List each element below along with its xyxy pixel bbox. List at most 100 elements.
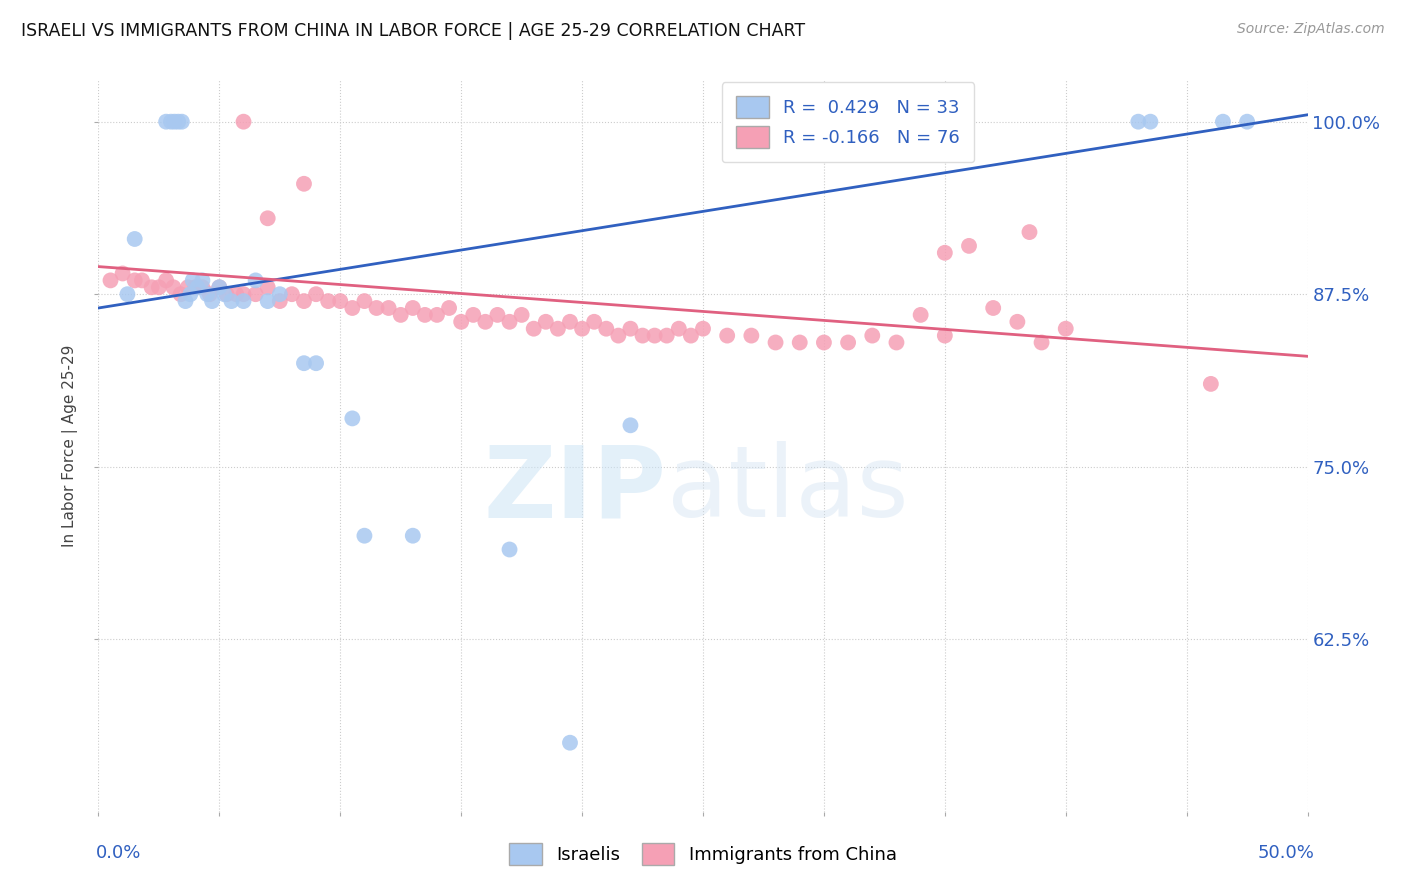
Text: atlas: atlas [666,442,908,539]
Point [305,356,328,370]
Point [292,177,315,191]
Point [163,114,186,128]
Point [1018,225,1040,239]
Point [1139,114,1161,128]
Point [523,321,546,335]
Point [619,418,641,433]
Point [558,736,581,750]
Point [377,301,399,315]
Point [402,301,425,315]
Point [765,335,787,350]
Text: Source: ZipAtlas.com: Source: ZipAtlas.com [1237,22,1385,37]
Point [957,239,980,253]
Point [191,273,214,287]
Point [245,273,267,287]
Text: 0.0%: 0.0% [96,844,141,862]
Point [232,287,254,301]
Point [117,287,139,301]
Point [269,294,291,309]
Point [100,273,122,287]
Point [402,529,425,543]
Point [437,301,460,315]
Point [316,294,339,309]
Point [486,308,509,322]
Point [201,294,224,309]
Point [245,287,267,301]
Point [174,294,197,309]
Point [1212,114,1234,128]
Point [169,287,191,301]
Point [124,273,146,287]
Y-axis label: In Labor Force | Age 25-29: In Labor Force | Age 25-29 [62,345,79,547]
Point [167,114,190,128]
Point [740,328,762,343]
Point [571,321,593,335]
Point [860,328,883,343]
Point [668,321,690,335]
Point [644,328,666,343]
Point [232,114,254,128]
Point [292,294,315,309]
Point [232,294,254,309]
Point [450,315,472,329]
Point [910,308,932,322]
Legend: Israelis, Immigrants from China: Israelis, Immigrants from China [502,836,904,872]
Point [155,273,177,287]
Point [170,114,193,128]
Point [534,315,557,329]
Point [177,280,200,294]
Point [281,287,304,301]
Point [179,287,201,301]
Point [269,287,291,301]
Point [1236,114,1258,128]
Point [934,245,956,260]
Point [463,308,485,322]
Point [155,114,177,128]
Point [131,273,153,287]
Point [124,232,146,246]
Point [583,315,606,329]
Point [619,321,641,335]
Point [813,335,835,350]
Point [148,280,170,294]
Point [1007,315,1029,329]
Point [215,287,238,301]
Point [198,287,221,301]
Point [789,335,811,350]
Point [292,356,315,370]
Point [160,114,183,128]
Point [1199,376,1222,391]
Point [256,211,278,226]
Point [1128,114,1150,128]
Point [426,308,449,322]
Point [716,328,738,343]
Point [474,315,496,329]
Point [934,328,956,343]
Point [679,328,702,343]
Point [631,328,654,343]
Point [607,328,630,343]
Point [111,267,134,281]
Point [510,308,533,322]
Point [162,280,184,294]
Point [181,273,204,287]
Text: ZIP: ZIP [484,442,666,539]
Point [389,308,412,322]
Point [221,294,243,309]
Point [655,328,678,343]
Point [498,542,520,557]
Point [558,315,581,329]
Point [191,280,214,294]
Point [208,280,231,294]
Point [366,301,388,315]
Point [212,287,235,301]
Point [225,287,247,301]
Point [692,321,714,335]
Point [595,321,617,335]
Point [342,411,364,425]
Point [208,280,231,294]
Point [342,301,364,315]
Point [141,280,163,294]
Point [305,287,328,301]
Point [256,280,278,294]
